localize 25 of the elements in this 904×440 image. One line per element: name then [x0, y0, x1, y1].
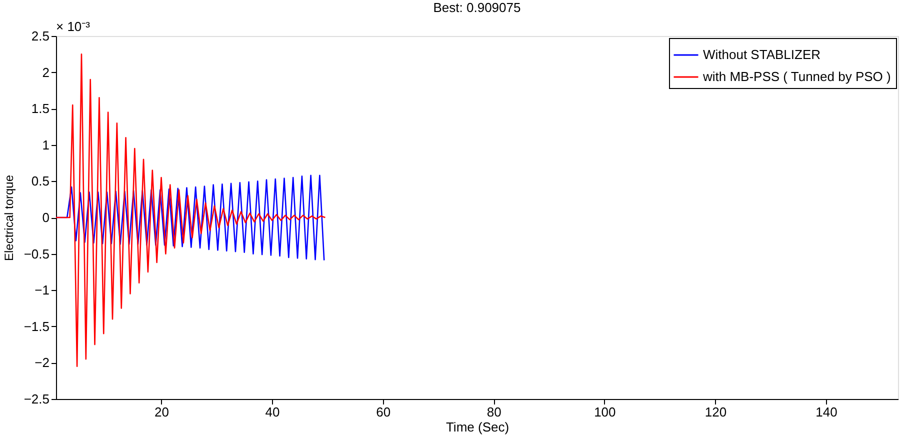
- x-tick-label: 40: [265, 404, 280, 420]
- y-tick-label: 2: [42, 64, 50, 80]
- legend-label: with MB-PSS ( Tunned by PSO ): [702, 69, 891, 84]
- y-tick-label: 1.5: [31, 101, 50, 116]
- y-tick-label: 0: [42, 210, 50, 225]
- line-series: [56, 54, 326, 367]
- chart-title: Best: 0.909075: [433, 0, 521, 15]
- y-tick-label: −2.5: [24, 392, 50, 406]
- text: × 10⁻³: [56, 19, 91, 34]
- y-tick-label: 0.5: [31, 174, 50, 189]
- y-tick-label: −1: [34, 282, 50, 298]
- legend-label: Without STABLIZER: [703, 47, 821, 62]
- y-tick-label: −0.5: [24, 246, 50, 262]
- x-axis-title: Time (Sec): [446, 420, 510, 434]
- y-tick-label: −1.5: [24, 318, 50, 334]
- y-tick-label: 1: [42, 137, 50, 152]
- y-tick-label: 2.5: [31, 28, 50, 44]
- x-tick-label: 100: [594, 404, 616, 420]
- x-tick-label: 20: [154, 404, 169, 420]
- y-tick-label: −2: [34, 355, 50, 370]
- x-tick-label: 80: [486, 404, 502, 420]
- x-tick-label: 140: [816, 404, 838, 420]
- y-axis-title: Electrical torque: [2, 174, 16, 262]
- x-tick-label: 120: [704, 404, 727, 420]
- x-tick-label: 60: [376, 404, 391, 420]
